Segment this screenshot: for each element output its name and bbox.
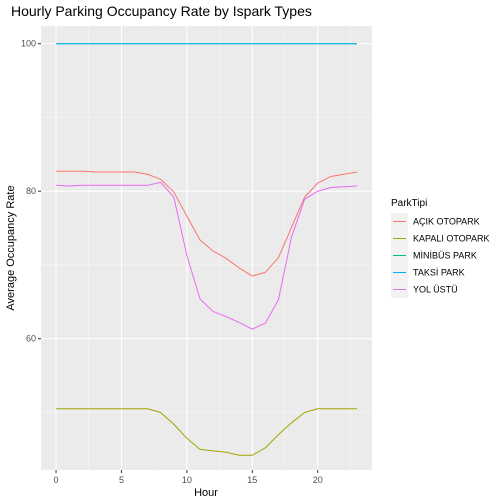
x-tick-label-3: 15 <box>247 475 257 485</box>
y-tick-label-2: 100 <box>21 39 36 49</box>
legend-label-4: YOL ÜSTÜ <box>413 285 458 295</box>
x-tick-label-0: 0 <box>54 475 59 485</box>
x-axis-title: Hour <box>194 487 218 499</box>
y-axis: 60 80 100 <box>21 39 41 344</box>
legend-label-0: AÇIK OTOPARK <box>413 217 480 227</box>
grid-major <box>41 26 372 470</box>
legend: ParkTipi AÇIK OTOPARK KAPALI OTOPARK MİNİB… <box>391 198 490 298</box>
legend-label-2: MİNİBÜS PARK <box>413 251 477 261</box>
y-tick-label-0: 60 <box>26 334 36 344</box>
x-tick-label-2: 10 <box>182 475 192 485</box>
x-tick-label-1: 5 <box>119 475 124 485</box>
x-tick-label-4: 20 <box>313 475 323 485</box>
y-axis-title: Average Occupancy Rate <box>5 185 17 310</box>
legend-label-1: KAPALI OTOPARK <box>413 234 490 244</box>
grid-minor <box>41 26 372 470</box>
plot-panel <box>41 26 372 470</box>
x-axis: 0 5 10 15 20 <box>54 470 323 485</box>
legend-title: ParkTipi <box>391 198 427 209</box>
chart-title: Hourly Parking Occupancy Rate by Ispark … <box>11 3 312 19</box>
series-line-0 <box>56 170 358 277</box>
y-tick-label-1: 80 <box>26 186 36 196</box>
series-lines <box>56 43 358 456</box>
series-line-4 <box>56 181 357 330</box>
legend-label-3: TAKSİ PARK <box>413 268 465 278</box>
series-line-1 <box>56 408 357 456</box>
